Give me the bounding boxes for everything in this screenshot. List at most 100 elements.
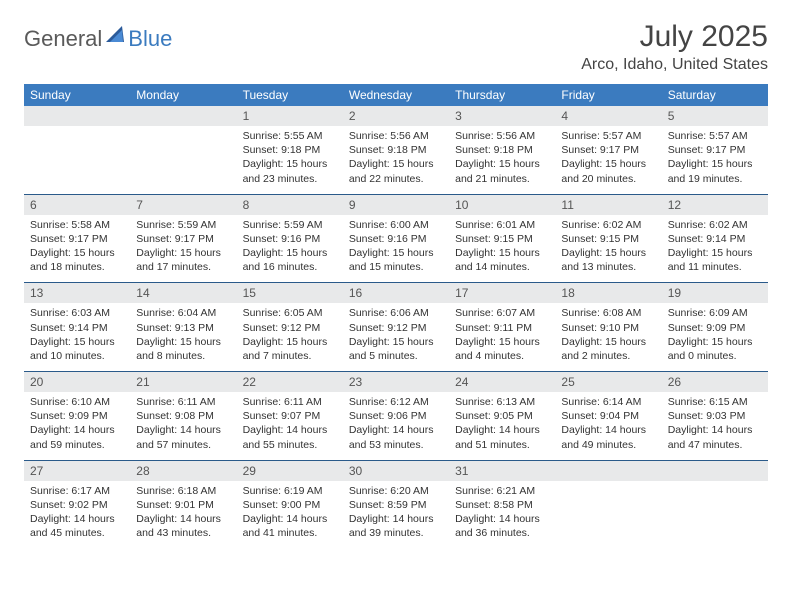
- day-details: [130, 126, 236, 184]
- day-details: [662, 481, 768, 539]
- calendar-body: 1Sunrise: 5:55 AMSunset: 9:18 PMDaylight…: [24, 106, 768, 548]
- calendar-day-cell: 1Sunrise: 5:55 AMSunset: 9:18 PMDaylight…: [237, 106, 343, 194]
- calendar-day-cell: [130, 106, 236, 194]
- day-number: [130, 106, 236, 126]
- day-details: Sunrise: 6:05 AMSunset: 9:12 PMDaylight:…: [237, 303, 343, 371]
- day-number: 19: [662, 283, 768, 303]
- calendar-day-cell: 18Sunrise: 6:08 AMSunset: 9:10 PMDayligh…: [555, 283, 661, 371]
- day-number: [24, 106, 130, 126]
- calendar-day-cell: 9Sunrise: 6:00 AMSunset: 9:16 PMDaylight…: [343, 195, 449, 283]
- day-details: Sunrise: 6:02 AMSunset: 9:15 PMDaylight:…: [555, 215, 661, 283]
- calendar-day-cell: 24Sunrise: 6:13 AMSunset: 9:05 PMDayligh…: [449, 372, 555, 460]
- calendar-table: SundayMondayTuesdayWednesdayThursdayFrid…: [24, 84, 768, 548]
- weekday-header: Wednesday: [343, 84, 449, 106]
- calendar-day-cell: 31Sunrise: 6:21 AMSunset: 8:58 PMDayligh…: [449, 461, 555, 549]
- day-number: 8: [237, 195, 343, 215]
- weekday-header: Friday: [555, 84, 661, 106]
- day-details: [555, 481, 661, 539]
- calendar-day-cell: 20Sunrise: 6:10 AMSunset: 9:09 PMDayligh…: [24, 372, 130, 460]
- calendar-day-cell: [555, 461, 661, 549]
- logo: General Blue: [24, 26, 172, 52]
- day-number: 11: [555, 195, 661, 215]
- day-number: 4: [555, 106, 661, 126]
- day-details: Sunrise: 5:59 AMSunset: 9:17 PMDaylight:…: [130, 215, 236, 283]
- weekday-header: Tuesday: [237, 84, 343, 106]
- day-details: Sunrise: 6:19 AMSunset: 9:00 PMDaylight:…: [237, 481, 343, 549]
- day-details: Sunrise: 6:00 AMSunset: 9:16 PMDaylight:…: [343, 215, 449, 283]
- weekday-header: Saturday: [662, 84, 768, 106]
- calendar-day-cell: 27Sunrise: 6:17 AMSunset: 9:02 PMDayligh…: [24, 461, 130, 549]
- day-details: Sunrise: 6:02 AMSunset: 9:14 PMDaylight:…: [662, 215, 768, 283]
- logo-text-blue: Blue: [128, 26, 172, 52]
- day-number: 15: [237, 283, 343, 303]
- calendar-day-cell: 2Sunrise: 5:56 AMSunset: 9:18 PMDaylight…: [343, 106, 449, 194]
- day-number: 17: [449, 283, 555, 303]
- calendar-week-row: 1Sunrise: 5:55 AMSunset: 9:18 PMDaylight…: [24, 106, 768, 194]
- day-details: Sunrise: 5:57 AMSunset: 9:17 PMDaylight:…: [662, 126, 768, 194]
- calendar-day-cell: [24, 106, 130, 194]
- day-details: Sunrise: 6:12 AMSunset: 9:06 PMDaylight:…: [343, 392, 449, 460]
- day-details: Sunrise: 6:10 AMSunset: 9:09 PMDaylight:…: [24, 392, 130, 460]
- calendar-day-cell: 4Sunrise: 5:57 AMSunset: 9:17 PMDaylight…: [555, 106, 661, 194]
- day-number: 10: [449, 195, 555, 215]
- day-number: 27: [24, 461, 130, 481]
- day-number: 20: [24, 372, 130, 392]
- calendar-day-cell: 16Sunrise: 6:06 AMSunset: 9:12 PMDayligh…: [343, 283, 449, 371]
- day-details: Sunrise: 6:08 AMSunset: 9:10 PMDaylight:…: [555, 303, 661, 371]
- day-details: Sunrise: 6:07 AMSunset: 9:11 PMDaylight:…: [449, 303, 555, 371]
- weekday-header: Monday: [130, 84, 236, 106]
- day-details: Sunrise: 6:09 AMSunset: 9:09 PMDaylight:…: [662, 303, 768, 371]
- day-details: Sunrise: 6:01 AMSunset: 9:15 PMDaylight:…: [449, 215, 555, 283]
- day-details: Sunrise: 6:06 AMSunset: 9:12 PMDaylight:…: [343, 303, 449, 371]
- day-number: 12: [662, 195, 768, 215]
- calendar-day-cell: 14Sunrise: 6:04 AMSunset: 9:13 PMDayligh…: [130, 283, 236, 371]
- weekday-header: Thursday: [449, 84, 555, 106]
- day-number: 29: [237, 461, 343, 481]
- day-number: 30: [343, 461, 449, 481]
- calendar-day-cell: 25Sunrise: 6:14 AMSunset: 9:04 PMDayligh…: [555, 372, 661, 460]
- calendar-header-row: SundayMondayTuesdayWednesdayThursdayFrid…: [24, 84, 768, 106]
- day-number: 6: [24, 195, 130, 215]
- day-details: Sunrise: 5:56 AMSunset: 9:18 PMDaylight:…: [343, 126, 449, 194]
- calendar-day-cell: 3Sunrise: 5:56 AMSunset: 9:18 PMDaylight…: [449, 106, 555, 194]
- month-title: July 2025: [581, 20, 768, 54]
- day-details: Sunrise: 6:04 AMSunset: 9:13 PMDaylight:…: [130, 303, 236, 371]
- day-details: Sunrise: 5:59 AMSunset: 9:16 PMDaylight:…: [237, 215, 343, 283]
- day-number: 18: [555, 283, 661, 303]
- weekday-header: Sunday: [24, 84, 130, 106]
- day-number: 28: [130, 461, 236, 481]
- logo-sail-icon: [106, 26, 128, 44]
- logo-text-general: General: [24, 26, 102, 52]
- day-number: 26: [662, 372, 768, 392]
- calendar-day-cell: 8Sunrise: 5:59 AMSunset: 9:16 PMDaylight…: [237, 195, 343, 283]
- day-details: Sunrise: 6:03 AMSunset: 9:14 PMDaylight:…: [24, 303, 130, 371]
- calendar-week-row: 6Sunrise: 5:58 AMSunset: 9:17 PMDaylight…: [24, 194, 768, 283]
- page-header: General Blue July 2025 Arco, Idaho, Unit…: [24, 20, 768, 74]
- calendar-day-cell: 7Sunrise: 5:59 AMSunset: 9:17 PMDaylight…: [130, 195, 236, 283]
- day-number: 1: [237, 106, 343, 126]
- day-number: 13: [24, 283, 130, 303]
- calendar-day-cell: 23Sunrise: 6:12 AMSunset: 9:06 PMDayligh…: [343, 372, 449, 460]
- day-number: 31: [449, 461, 555, 481]
- day-details: Sunrise: 6:18 AMSunset: 9:01 PMDaylight:…: [130, 481, 236, 549]
- calendar-day-cell: 21Sunrise: 6:11 AMSunset: 9:08 PMDayligh…: [130, 372, 236, 460]
- calendar-day-cell: 19Sunrise: 6:09 AMSunset: 9:09 PMDayligh…: [662, 283, 768, 371]
- day-number: 3: [449, 106, 555, 126]
- day-details: Sunrise: 6:13 AMSunset: 9:05 PMDaylight:…: [449, 392, 555, 460]
- day-details: Sunrise: 5:56 AMSunset: 9:18 PMDaylight:…: [449, 126, 555, 194]
- day-details: Sunrise: 6:21 AMSunset: 8:58 PMDaylight:…: [449, 481, 555, 549]
- day-details: [24, 126, 130, 184]
- calendar-day-cell: 11Sunrise: 6:02 AMSunset: 9:15 PMDayligh…: [555, 195, 661, 283]
- calendar-day-cell: 5Sunrise: 5:57 AMSunset: 9:17 PMDaylight…: [662, 106, 768, 194]
- day-number: 23: [343, 372, 449, 392]
- day-number: 22: [237, 372, 343, 392]
- day-number: [555, 461, 661, 481]
- calendar-day-cell: 30Sunrise: 6:20 AMSunset: 8:59 PMDayligh…: [343, 461, 449, 549]
- calendar-day-cell: 12Sunrise: 6:02 AMSunset: 9:14 PMDayligh…: [662, 195, 768, 283]
- day-details: Sunrise: 6:11 AMSunset: 9:08 PMDaylight:…: [130, 392, 236, 460]
- day-number: 7: [130, 195, 236, 215]
- day-details: Sunrise: 5:58 AMSunset: 9:17 PMDaylight:…: [24, 215, 130, 283]
- calendar-day-cell: 26Sunrise: 6:15 AMSunset: 9:03 PMDayligh…: [662, 372, 768, 460]
- day-number: 16: [343, 283, 449, 303]
- calendar-day-cell: 17Sunrise: 6:07 AMSunset: 9:11 PMDayligh…: [449, 283, 555, 371]
